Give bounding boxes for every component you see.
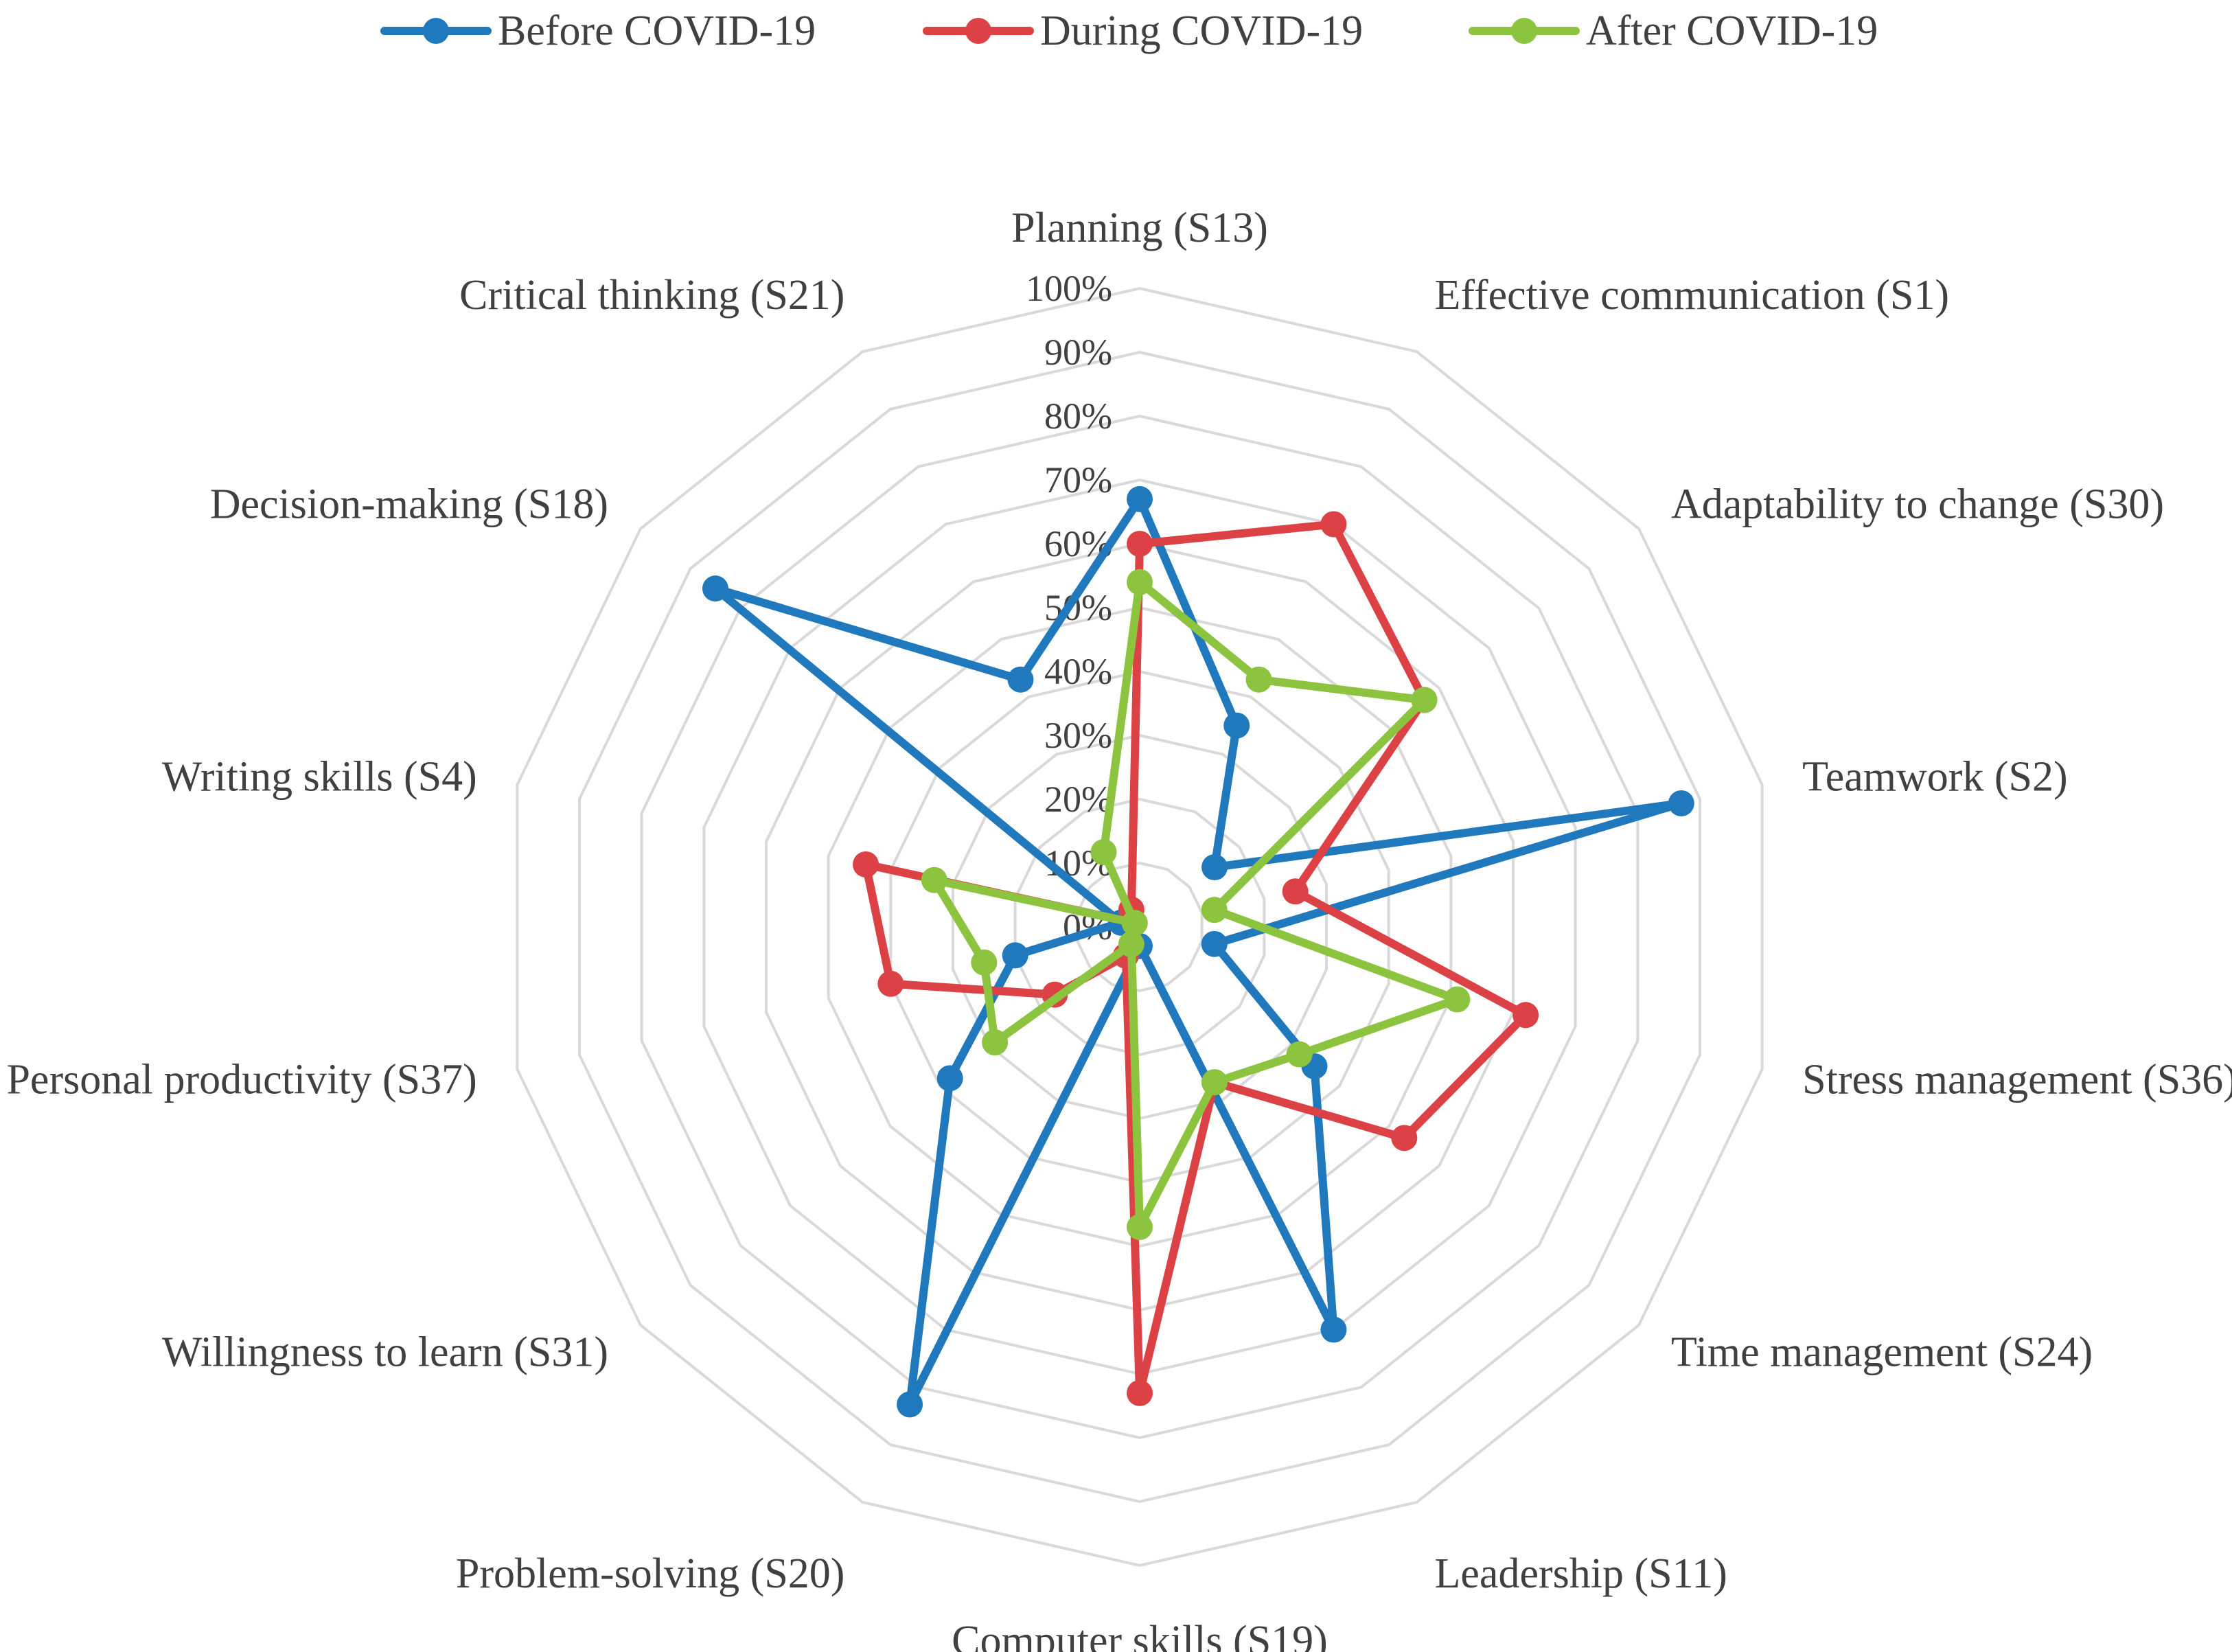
category-label: Effective communication (S1) xyxy=(1435,272,1950,319)
series-marker xyxy=(1127,1214,1153,1241)
legend-label: During COVID-19 xyxy=(1040,8,1363,54)
series-marker xyxy=(1245,666,1272,693)
category-label: Leadership (S11) xyxy=(1435,1550,1727,1597)
series-marker xyxy=(897,1391,923,1418)
tick-label: 40% xyxy=(1044,651,1112,692)
grid-ring xyxy=(577,350,1702,1504)
category-labels: Planning (S13) Effective communication (S… xyxy=(6,205,2232,1652)
category-label: Time management (S24) xyxy=(1671,1329,2093,1375)
legend-item-0: Before COVID-19 xyxy=(380,8,816,54)
tick-label: 100% xyxy=(1026,268,1112,309)
grid-ring xyxy=(827,606,1453,1248)
series-marker xyxy=(1391,1125,1418,1151)
series-marker xyxy=(1002,942,1028,969)
category-label: Planning (S13) xyxy=(1011,205,1268,251)
category-label: Teamwork (S2) xyxy=(1802,754,2068,801)
series-marker xyxy=(1320,1316,1347,1343)
series-marker xyxy=(921,867,947,893)
series-marker xyxy=(1127,531,1153,557)
tick-label: 70% xyxy=(1044,459,1112,501)
series-marker xyxy=(1201,930,1228,957)
category-label: Computer skills (S19) xyxy=(952,1618,1328,1652)
tick-label: 20% xyxy=(1044,779,1112,820)
series-layer xyxy=(702,485,1694,1418)
series-2 xyxy=(921,569,1471,1241)
legend-marker xyxy=(423,18,449,44)
series-marker xyxy=(877,970,904,997)
series-marker xyxy=(1512,1002,1539,1029)
series-marker xyxy=(1282,878,1309,905)
series-marker xyxy=(1090,839,1117,866)
series-marker xyxy=(1127,569,1153,595)
tick-label: 30% xyxy=(1044,715,1112,756)
series-marker xyxy=(1127,485,1153,512)
category-label: Willingness to learn (S31) xyxy=(162,1329,608,1375)
series-marker xyxy=(1201,854,1228,881)
series-marker xyxy=(982,1029,1009,1056)
series-marker xyxy=(1118,931,1144,958)
category-label: Critical thinking (S21) xyxy=(459,272,844,319)
legend-label: After COVID-19 xyxy=(1586,8,1878,54)
legend-marker xyxy=(1511,18,1537,44)
category-label: Problem-solving (S20) xyxy=(456,1550,845,1597)
series-marker xyxy=(936,1065,963,1092)
series-marker xyxy=(1121,910,1148,937)
category-label: Stress management (S36) xyxy=(1802,1056,2232,1103)
legend-marker xyxy=(965,18,991,44)
tick-label: 90% xyxy=(1044,332,1112,373)
series-1 xyxy=(853,511,1539,1406)
series-marker xyxy=(853,851,879,877)
series-marker xyxy=(971,949,998,976)
series-marker xyxy=(1201,1069,1228,1096)
series-marker xyxy=(1223,712,1250,739)
series-marker xyxy=(1127,1379,1153,1406)
legend-item-1: During COVID-19 xyxy=(923,8,1363,54)
grid-ring xyxy=(516,286,1764,1568)
category-label: Adaptability to change (S30) xyxy=(1671,481,2164,528)
series-marker xyxy=(1007,666,1034,693)
series-marker xyxy=(1286,1041,1313,1068)
category-label: Writing skills (S4) xyxy=(162,754,477,801)
legend-label: Before COVID-19 xyxy=(498,8,816,54)
legend: Before COVID-19 During COVID-19 After COVI… xyxy=(380,8,1878,54)
legend-item-2: After COVID-19 xyxy=(1469,8,1878,54)
category-label: Personal productivity (S37) xyxy=(6,1056,476,1103)
series-marker xyxy=(702,575,728,602)
series-marker xyxy=(1320,511,1347,538)
series-marker xyxy=(1668,790,1694,816)
series-marker xyxy=(1201,897,1228,923)
series-line xyxy=(862,520,1530,1397)
series-marker xyxy=(1444,986,1471,1013)
series-marker xyxy=(1411,687,1438,713)
grid-ring xyxy=(640,414,1640,1440)
tick-label: 80% xyxy=(1044,395,1112,437)
category-label: Decision-making (S18) xyxy=(210,481,608,528)
